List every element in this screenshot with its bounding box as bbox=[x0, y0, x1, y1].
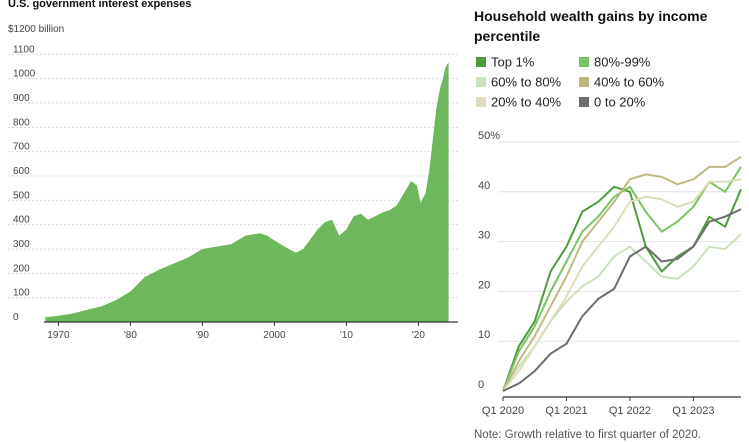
wealth-chart-legend: Top 1% 80%-99% 60% to 80% 40% to 60% 20% to … bbox=[476, 55, 665, 110]
wealth-y-tick-label: 20 bbox=[478, 279, 490, 291]
interest-y-tick-label: 500 bbox=[13, 190, 30, 201]
interest-x-tick-label: 2000 bbox=[263, 330, 286, 341]
interest-x-tick-label: '20 bbox=[412, 330, 425, 341]
legend-swatch bbox=[476, 77, 486, 87]
legend-item: 20% to 40% bbox=[476, 95, 562, 110]
wealth-gains-chart: Household wealth gains by income percenti… bbox=[474, 8, 742, 441]
wealth-x-tick-label: Q1 2022 bbox=[609, 405, 651, 417]
interest-y-tick-label: 0 bbox=[13, 312, 19, 323]
legend-item: 0 to 20% bbox=[579, 95, 646, 110]
interest-y-tick-label: 1100 bbox=[13, 44, 35, 55]
wealth-chart-title: Household wealth gains by income percenti… bbox=[474, 8, 708, 44]
wealth-title-line: Household wealth gains by income bbox=[474, 8, 708, 24]
legend-label: 20% to 40% bbox=[491, 95, 562, 110]
wealth-x-tick-label: Q1 2021 bbox=[545, 405, 587, 417]
interest-expense-chart: U.S. government interest expenses $1200 … bbox=[8, 0, 458, 341]
legend-swatch bbox=[579, 57, 589, 67]
wealth-y-tick-label: 0 bbox=[478, 379, 484, 391]
interest-y-tick-label: 400 bbox=[13, 215, 30, 226]
legend-item: 60% to 80% bbox=[476, 75, 562, 90]
wealth-chart-series bbox=[502, 156, 742, 392]
wealth-chart-gridlines bbox=[498, 141, 741, 342]
interest-y-tick-label: 300 bbox=[13, 239, 30, 250]
interest-chart-unit-label: $1200 billion bbox=[8, 24, 64, 35]
legend-label: 60% to 80% bbox=[491, 75, 562, 90]
legend-swatch bbox=[579, 77, 589, 87]
wealth-title-line: percentile bbox=[474, 28, 540, 44]
legend-label: 80%-99% bbox=[594, 55, 651, 70]
legend-swatch bbox=[476, 97, 486, 107]
wealth-chart-y-ticks: 0 10 20 30 40 50% bbox=[478, 130, 500, 391]
wealth-y-tick-label: 50% bbox=[478, 130, 500, 142]
interest-x-tick-label: '90 bbox=[196, 330, 209, 341]
legend-label: 0 to 20% bbox=[594, 95, 646, 110]
legend-item: 40% to 60% bbox=[579, 75, 665, 90]
wealth-x-tick-label: Q1 2023 bbox=[672, 405, 714, 417]
wealth-series-line bbox=[502, 166, 742, 392]
wealth-chart-x-ticks: Q1 2020 Q1 2021 Q1 2022 Q1 2023 bbox=[482, 397, 715, 417]
legend-label: 40% to 60% bbox=[594, 75, 665, 90]
wealth-y-tick-label: 30 bbox=[478, 230, 490, 242]
interest-y-tick-label: 700 bbox=[13, 142, 30, 153]
wealth-chart-note: Note: Growth relative to first quarter o… bbox=[474, 429, 701, 441]
interest-chart-x-ticks: 1970 '80 '90 2000 '10 '20 bbox=[47, 322, 425, 341]
legend-item: Top 1% bbox=[476, 55, 535, 70]
interest-y-tick-label: 800 bbox=[13, 117, 30, 128]
wealth-series-line bbox=[502, 185, 742, 392]
legend-item: 80%-99% bbox=[579, 55, 651, 70]
legend-swatch bbox=[476, 57, 486, 67]
interest-y-tick-label: 600 bbox=[13, 166, 30, 177]
legend-swatch bbox=[579, 97, 589, 107]
interest-y-tick-label: 900 bbox=[13, 93, 30, 104]
wealth-y-tick-label: 10 bbox=[478, 329, 490, 341]
legend-label: Top 1% bbox=[491, 55, 535, 70]
interest-chart-title: U.S. government interest expenses bbox=[8, 0, 191, 10]
wealth-y-tick-label: 40 bbox=[478, 180, 490, 192]
interest-y-tick-label: 100 bbox=[13, 288, 30, 299]
interest-x-tick-label: '10 bbox=[340, 330, 353, 341]
wealth-series-line bbox=[502, 156, 742, 392]
interest-x-tick-label: 1970 bbox=[47, 330, 70, 341]
interest-chart-y-ticks: 0 100 200 300 400 500 600 700 800 900 1000 1100 bbox=[13, 44, 36, 323]
interest-x-tick-label: '80 bbox=[124, 330, 137, 341]
interest-y-tick-label: 1000 bbox=[13, 69, 36, 80]
interest-area-series bbox=[45, 62, 449, 323]
wealth-x-tick-label: Q1 2020 bbox=[482, 405, 524, 417]
wealth-series-line bbox=[502, 178, 742, 392]
interest-y-tick-label: 200 bbox=[13, 263, 30, 274]
wealth-series-line bbox=[502, 208, 742, 392]
